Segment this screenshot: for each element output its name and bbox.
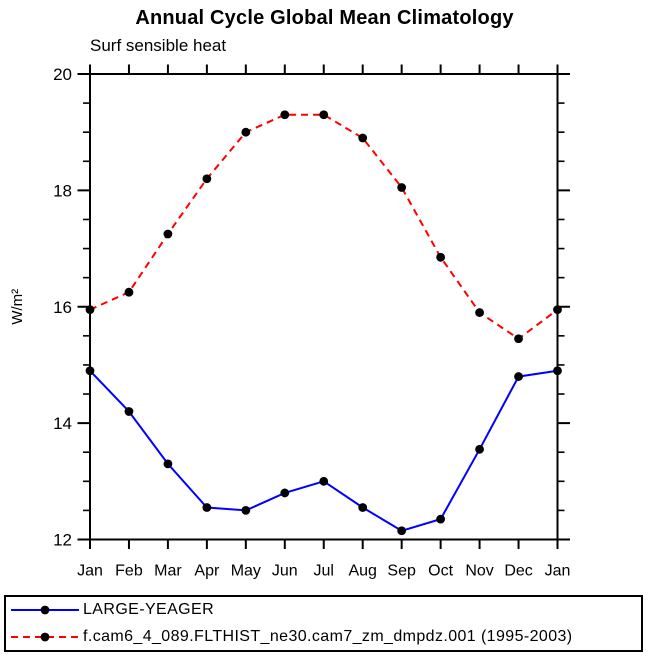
chart-title: Annual Cycle Global Mean Climatology bbox=[135, 7, 514, 29]
data-point-marker bbox=[124, 407, 134, 416]
x-tick-label: Jul bbox=[314, 563, 334, 580]
data-point-marker bbox=[514, 372, 523, 381]
legend-marker-dot bbox=[40, 605, 50, 615]
data-point-marker bbox=[397, 183, 407, 192]
data-point-marker bbox=[397, 526, 407, 536]
series-line bbox=[89, 369, 558, 532]
x-tick-label: Feb bbox=[115, 563, 143, 580]
y-tick-label: 20 bbox=[53, 65, 72, 84]
x-tick-label: Dec bbox=[504, 563, 532, 580]
x-tick-label: Nov bbox=[465, 563, 493, 580]
data-point-marker bbox=[85, 366, 95, 376]
y-axis-title: W/m² bbox=[9, 289, 26, 325]
chart-subtitle: Surf sensible heat bbox=[90, 36, 227, 55]
x-tick-label: Oct bbox=[428, 563, 453, 580]
plot-area: Jan Feb Mar Apr May Jun Jul Aug Sep Oct Nov Dec Jan 1… bbox=[9, 64, 571, 580]
x-tick-label: Jun bbox=[272, 563, 298, 580]
data-point-marker bbox=[436, 514, 446, 524]
plot-frame bbox=[89, 73, 559, 541]
legend-line-sample-blue-solid bbox=[11, 605, 79, 615]
x-tick-label: Jan bbox=[545, 563, 571, 580]
data-point-marker bbox=[319, 476, 329, 486]
legend-label-large-yeager: LARGE-YEAGER bbox=[83, 601, 215, 619]
legend-label-model-run: f.cam6_4_089.FLTHIST_ne30.cam7_zm_dmpdz.… bbox=[83, 627, 573, 645]
data-point-marker bbox=[241, 127, 251, 137]
y-tick-label: 12 bbox=[53, 531, 72, 550]
x-tick-label: Mar bbox=[154, 563, 182, 580]
y-tick-label: 18 bbox=[53, 181, 72, 200]
data-point-marker bbox=[358, 133, 368, 143]
x-tick-label: Apr bbox=[194, 563, 220, 580]
series-line bbox=[89, 113, 559, 340]
x-tick-label: Jan bbox=[77, 563, 103, 580]
x-tick-label: Sep bbox=[387, 563, 416, 580]
y-tick-label: 16 bbox=[53, 298, 72, 317]
data-point-marker bbox=[280, 488, 290, 498]
data-point-marker bbox=[202, 503, 212, 512]
data-point-marker bbox=[163, 459, 173, 469]
legend-marker-dot bbox=[40, 632, 50, 642]
data-point-marker bbox=[85, 305, 95, 315]
data-point-marker bbox=[319, 110, 329, 120]
x-tick-label: Aug bbox=[348, 563, 376, 580]
data-point-marker bbox=[163, 229, 173, 239]
data-point-marker bbox=[202, 174, 212, 184]
legend-line-sample-red-dashed bbox=[11, 632, 79, 642]
x-tick-label: May bbox=[231, 563, 261, 580]
data-point-marker bbox=[553, 366, 562, 376]
y-tick-label: 14 bbox=[53, 414, 72, 433]
data-point-marker bbox=[475, 308, 484, 317]
legend-item-model-run: f.cam6_4_089.FLTHIST_ne30.cam7_zm_dmpdz.… bbox=[10, 624, 641, 651]
data-point-marker bbox=[475, 444, 484, 454]
legend-box: LARGE-YEAGER f.cam6_4_089.FLTHIST_ne30.c… bbox=[4, 595, 643, 652]
legend-item-large-yeager: LARGE-YEAGER bbox=[10, 597, 641, 624]
data-point-marker bbox=[280, 110, 290, 120]
data-point-marker bbox=[436, 252, 446, 262]
data-point-marker bbox=[514, 334, 523, 344]
data-point-marker bbox=[358, 503, 368, 512]
data-point-marker bbox=[553, 305, 562, 315]
data-point-marker bbox=[241, 506, 251, 515]
data-point-marker bbox=[124, 287, 134, 297]
